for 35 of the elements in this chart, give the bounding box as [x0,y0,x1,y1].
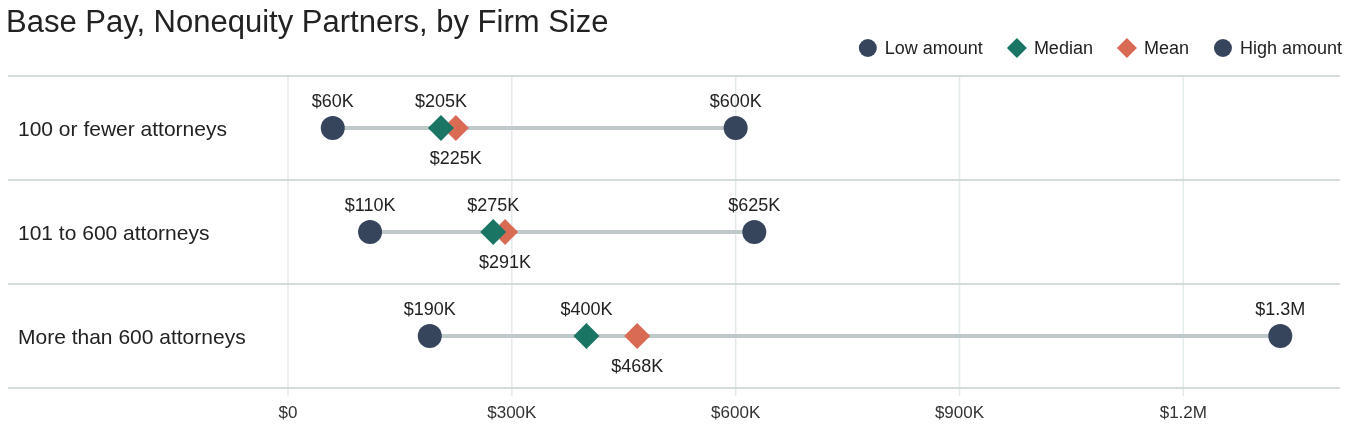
data-label: $205K [414,91,467,111]
y-tick-label: More than 600 attorneys [18,324,246,348]
legend-label: Mean [1143,38,1189,58]
point [1268,324,1293,348]
data-label: $60K [311,91,354,111]
data-label: $625K [728,195,781,215]
legend-label: Low amount [884,38,983,58]
data-label: $468K [611,356,664,376]
y-tick-label: 100 or fewer attorneys [18,116,227,140]
x-tick-label: $1.2M [1159,403,1207,422]
x-tick-label: $600K [711,403,761,422]
data-label: $275K [467,195,520,215]
x-tick-label: $900K [934,403,985,422]
point [723,116,748,140]
point [358,220,383,244]
data-label: $400K [560,299,613,319]
data-label: $600K [709,91,762,111]
point [417,324,442,348]
point [320,116,345,140]
point [742,220,767,244]
point [624,323,651,349]
legend-label: Median [1033,38,1093,58]
data-label: $110K [344,195,396,215]
point [480,219,507,245]
data-label: $291K [479,252,532,272]
y-tick-label: 101 to 600 attorneys [18,220,210,244]
x-tick-label: $300K [487,403,538,422]
point [573,323,600,349]
x-tick-label: $0 [278,403,298,422]
legend-label: High amount [1239,38,1342,58]
point [427,115,454,141]
data-label: $225K [429,148,482,168]
data-label: $1.3M [1255,299,1306,319]
chart-title: Base Pay, Nonequity Partners, by Firm Size [6,4,609,39]
data-label: $190K [403,299,456,319]
